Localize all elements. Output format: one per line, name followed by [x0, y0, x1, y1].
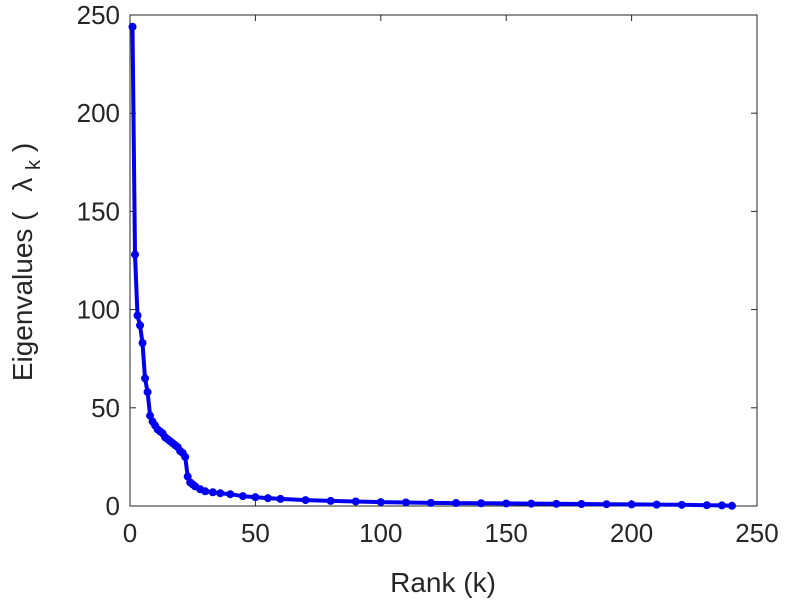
data-point: [131, 250, 140, 259]
y-tick-label: 200: [77, 98, 120, 128]
data-point: [577, 500, 586, 509]
data-point: [301, 496, 310, 505]
data-point: [263, 494, 272, 503]
data-point: [426, 498, 435, 507]
data-point: [351, 497, 360, 506]
data-point: [276, 494, 285, 503]
x-tick-label: 50: [241, 518, 270, 548]
plot-area: [129, 14, 758, 507]
data-point: [677, 500, 686, 509]
y-axis-ticks: 0 50 100 150 200 250: [77, 0, 757, 521]
data-point: [133, 311, 142, 320]
y-axis-label-symbol: λ: [7, 178, 38, 192]
y-axis-label-prefix: Eigenvalues (: [7, 211, 38, 381]
data-point: [717, 501, 726, 510]
data-point: [702, 501, 711, 510]
x-axis-ticks: 0 50 100 150 200 250: [123, 15, 779, 548]
data-point: [326, 496, 335, 505]
x-tick-label: 200: [610, 518, 653, 548]
y-axis-label-suffix: ): [7, 143, 38, 152]
data-point: [502, 499, 511, 508]
data-point: [136, 321, 145, 330]
y-tick-label: 250: [77, 0, 120, 30]
data-point: [452, 499, 461, 508]
data-point: [251, 493, 260, 502]
data-point: [527, 499, 536, 508]
data-point: [552, 499, 561, 508]
y-tick-label: 100: [77, 295, 120, 325]
data-point: [602, 500, 611, 509]
data-point: [208, 488, 217, 497]
data-point: [143, 388, 152, 397]
y-tick-label: 50: [91, 393, 120, 423]
data-point: [138, 338, 147, 347]
x-tick-label: 150: [485, 518, 528, 548]
y-axis-label-subscript: k: [23, 159, 45, 170]
data-point: [376, 498, 385, 507]
data-point: [216, 489, 225, 498]
data-point: [201, 487, 210, 496]
x-tick-label: 100: [359, 518, 402, 548]
data-point: [226, 490, 235, 499]
eigenvalue-series-points: [128, 22, 736, 510]
x-tick-label: 250: [735, 518, 778, 548]
data-point: [238, 492, 247, 501]
data-point: [401, 498, 410, 507]
data-point: [477, 499, 486, 508]
x-axis-label: Rank (k): [390, 567, 496, 598]
data-point: [627, 500, 636, 509]
x-tick-label: 0: [123, 518, 137, 548]
data-point: [181, 452, 190, 461]
y-tick-label: 0: [106, 491, 120, 521]
y-axis-label: Eigenvalues ( λ k ): [7, 143, 46, 381]
data-point: [652, 500, 661, 509]
data-point: [128, 22, 137, 31]
y-tick-label: 150: [77, 196, 120, 226]
data-point: [727, 501, 736, 510]
data-point: [141, 374, 150, 383]
